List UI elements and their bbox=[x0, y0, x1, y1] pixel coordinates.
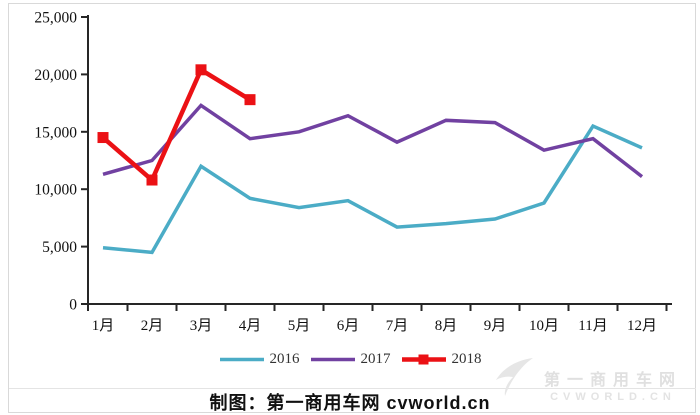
legend-label: 2017 bbox=[360, 351, 391, 367]
legend-item-2018: 2018 bbox=[401, 351, 482, 368]
x-month-label: 10月 bbox=[529, 318, 559, 334]
series-marker-2018 bbox=[195, 64, 207, 76]
x-month-label: 5月 bbox=[288, 318, 311, 334]
legend-item-2016: 2016 bbox=[219, 351, 300, 368]
x-month-label: 12月 bbox=[627, 318, 657, 334]
divider-line bbox=[9, 388, 696, 389]
series-line-2018 bbox=[101, 66, 252, 184]
legend-swatch-2016 bbox=[219, 357, 264, 362]
legend-label: 2016 bbox=[269, 351, 300, 367]
chart-caption: 制图：第一商用车网 cvworld.cn bbox=[209, 393, 491, 413]
y-tick-label: 20,000 bbox=[34, 67, 77, 84]
series-marker-2018 bbox=[97, 132, 109, 144]
x-month-label: 3月 bbox=[190, 318, 213, 334]
x-month-label: 4月 bbox=[239, 318, 262, 334]
x-month-label: 6月 bbox=[337, 318, 360, 334]
legend-label: 2018 bbox=[451, 351, 482, 367]
x-month-label: 7月 bbox=[386, 318, 409, 334]
sales-line-chart: 0 5,000 10,000 15,000 20,000 25,000 1月 2月 3月 4月 5月… bbox=[34, 10, 672, 334]
y-tick-label: 5,000 bbox=[42, 239, 77, 256]
x-month-label: 8月 bbox=[435, 318, 458, 334]
chart-legend: 2016 2017 2018 bbox=[0, 351, 700, 368]
y-tick-label: 10,000 bbox=[34, 182, 77, 199]
legend-swatch-2017 bbox=[310, 357, 355, 362]
x-month-label: 9月 bbox=[484, 318, 507, 334]
legend-item-2017: 2017 bbox=[310, 351, 391, 368]
legend-swatch-2018 bbox=[401, 354, 446, 365]
y-tick-label: 25,000 bbox=[34, 10, 77, 27]
series-marker-2018 bbox=[146, 174, 158, 186]
series-line-2017 bbox=[102, 103, 644, 178]
y-tick-label: 15,000 bbox=[34, 124, 77, 141]
x-month-label: 2月 bbox=[141, 318, 164, 334]
series-line-2016 bbox=[102, 123, 643, 255]
y-tick-label: 0 bbox=[69, 297, 77, 314]
series-marker-2018 bbox=[244, 94, 256, 106]
x-month-label: 1月 bbox=[92, 318, 115, 334]
x-month-label: 11月 bbox=[578, 318, 607, 334]
watermark-title: 第一商用车网 bbox=[543, 372, 682, 389]
